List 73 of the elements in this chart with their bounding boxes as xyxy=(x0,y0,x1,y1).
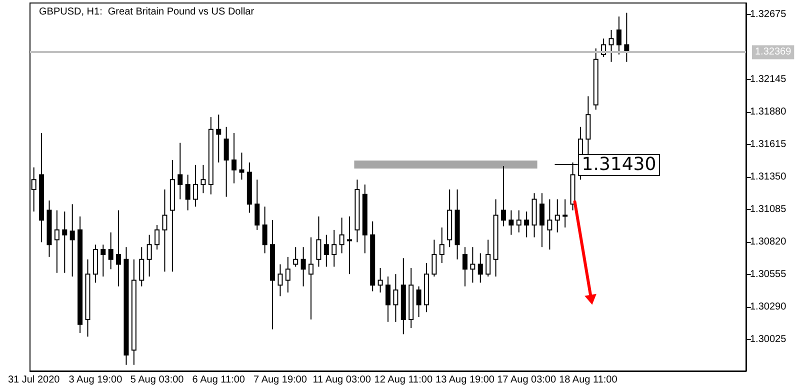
candlestick xyxy=(62,211,68,274)
y-tick-label: 1.30025 xyxy=(750,334,787,346)
candlestick xyxy=(524,211,530,238)
candlestick xyxy=(308,236,314,320)
x-tick-label: 11 Aug 03:00 xyxy=(312,374,372,386)
candlestick xyxy=(478,252,483,284)
annotation: 1.31430 xyxy=(578,154,660,176)
x-tick-label: 3 Aug 19:00 xyxy=(68,374,123,386)
x-tick-label: 7 Aug 19:00 xyxy=(254,374,308,386)
candlestick xyxy=(516,210,522,233)
y-tick-label: 1.30555 xyxy=(750,269,787,280)
candlestick xyxy=(339,217,344,254)
candlestick xyxy=(300,246,306,287)
y-tick-label: 1.31615 xyxy=(750,139,787,150)
candlestick xyxy=(154,224,160,250)
y-tick-label: 1.31880 xyxy=(750,106,787,118)
candlestick xyxy=(100,244,106,278)
candlestick xyxy=(224,126,229,198)
candlestick xyxy=(146,234,152,278)
candlestick xyxy=(462,246,468,287)
candlestick xyxy=(316,216,322,268)
candlestick xyxy=(539,192,544,248)
candlestick xyxy=(193,164,198,208)
x-tick-label: 17 Aug 03:00 xyxy=(497,374,556,386)
candlestick xyxy=(393,274,398,322)
candlestick xyxy=(508,210,514,236)
x-tick-label: 31 Jul 2020 xyxy=(8,374,60,386)
candlestick xyxy=(232,132,237,184)
candlestick xyxy=(554,198,560,233)
candlestick xyxy=(432,239,437,278)
x-tick-label: 5 Aug 03:00 xyxy=(130,374,184,386)
candlestick xyxy=(439,226,444,264)
candlestick xyxy=(162,188,168,272)
candlestick xyxy=(254,179,260,230)
candlestick xyxy=(324,234,329,268)
x-tick-label: 18 Aug 11:00 xyxy=(559,374,618,386)
candlestick xyxy=(178,142,183,200)
y-tick-label: 1.31350 xyxy=(750,172,787,183)
x-tick-label: 6 Aug 11:00 xyxy=(192,374,246,386)
candlestick xyxy=(608,29,614,62)
candlestick xyxy=(562,198,568,228)
candlestick xyxy=(386,276,390,322)
candlestick xyxy=(470,246,476,284)
y-tick-label: 1.31085 xyxy=(750,204,787,216)
candlestick xyxy=(500,166,506,227)
candlestick xyxy=(116,210,122,287)
candlestick xyxy=(108,232,114,270)
candlestick xyxy=(285,256,290,293)
y-tick-label: 1.32675 xyxy=(750,9,787,20)
candlestick xyxy=(185,174,190,211)
candlestick xyxy=(262,206,268,254)
ref-line-label: 1.32369 xyxy=(755,46,792,58)
y-tick-label: 1.30820 xyxy=(750,236,787,248)
candlestick xyxy=(378,267,383,293)
candlestick xyxy=(416,286,422,318)
candlestick xyxy=(239,152,244,180)
y-tick-label: 1.32145 xyxy=(750,74,787,86)
candlestick xyxy=(216,114,222,163)
candlestick xyxy=(347,216,352,275)
candlestick xyxy=(486,239,491,278)
candlestick xyxy=(293,246,298,268)
candlestick xyxy=(139,246,144,287)
candlestick xyxy=(547,198,552,250)
candlestick xyxy=(200,164,206,194)
chart-title: GBPUSD, H1: Great Britain Pound vs US Dollar xyxy=(39,6,255,18)
candlestick xyxy=(332,229,337,268)
candlestick xyxy=(70,204,75,278)
x-tick-label: 12 Aug 11:00 xyxy=(374,374,433,386)
y-tick-label: 1.30290 xyxy=(750,302,787,313)
x-tick-label: 13 Aug 19:00 xyxy=(436,374,495,386)
candlestick xyxy=(54,210,60,274)
candlestick xyxy=(616,16,622,56)
candlestick xyxy=(278,264,283,297)
